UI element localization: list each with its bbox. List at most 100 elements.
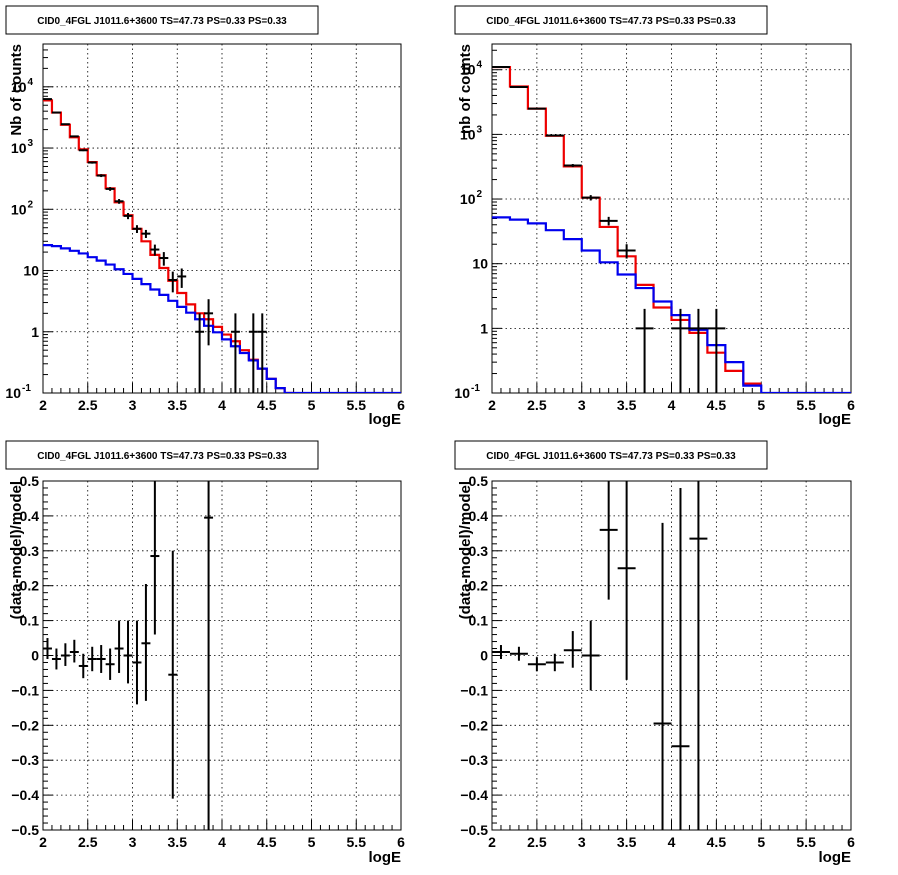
y-tick-label: −0.2 bbox=[11, 717, 39, 733]
x-tick-label: 3 bbox=[129, 397, 137, 413]
y-tick-label: 10 bbox=[472, 256, 488, 272]
chart-panel-3: CID0_4FGL J1011.6+3600 TS=47.73 PS=0.33 … bbox=[5, 440, 405, 866]
y-tick-exponent: 2 bbox=[28, 199, 34, 210]
plot-frame bbox=[491, 480, 852, 831]
plot-area bbox=[492, 481, 708, 830]
data-point bbox=[545, 653, 564, 672]
x-tick-label: 4 bbox=[218, 397, 226, 413]
data-point bbox=[78, 653, 88, 679]
x-tick-label: 2 bbox=[39, 834, 47, 850]
x-tick-label: 5.5 bbox=[347, 834, 367, 850]
plot-area bbox=[43, 481, 214, 830]
data-point bbox=[689, 308, 708, 393]
y-tick-label: 0 bbox=[480, 648, 488, 664]
data-point bbox=[150, 244, 160, 256]
chart-title: CID0_4FGL J1011.6+3600 TS=47.73 PS=0.33 … bbox=[37, 16, 287, 27]
chart-panel-4: CID0_4FGL J1011.6+3600 TS=47.73 PS=0.33 … bbox=[454, 440, 855, 866]
y-tick-label: 10 bbox=[11, 79, 27, 95]
x-axis-label: logE bbox=[819, 411, 852, 428]
y-tick-label: −0.1 bbox=[11, 682, 39, 698]
data-point bbox=[69, 135, 79, 138]
y-tick-label: 10 bbox=[460, 62, 476, 78]
x-tick-label: 3.5 bbox=[168, 397, 188, 413]
data-point bbox=[177, 268, 187, 288]
plot-frame bbox=[42, 43, 402, 394]
y-tick-exponent: 3 bbox=[28, 138, 34, 149]
y-tick-label: 10 bbox=[454, 385, 470, 401]
x-tick-label: 4 bbox=[668, 834, 676, 850]
data-point bbox=[51, 648, 61, 670]
data-point bbox=[635, 308, 654, 393]
data-point bbox=[96, 174, 106, 178]
model-source-histogram bbox=[492, 216, 851, 393]
title-box bbox=[5, 440, 319, 470]
chart-panel-2: CID0_4FGL J1011.6+3600 TS=47.73 PS=0.33 … bbox=[454, 5, 855, 428]
x-axis-label: logE bbox=[369, 411, 402, 428]
data-point bbox=[599, 481, 618, 600]
y-tick-label: 1 bbox=[480, 320, 488, 336]
data-point bbox=[204, 299, 214, 346]
x-tick-label: 3.5 bbox=[168, 834, 188, 850]
data-point bbox=[150, 481, 160, 635]
data-point bbox=[87, 646, 97, 672]
data-point bbox=[141, 229, 151, 238]
data-point bbox=[123, 620, 133, 684]
y-tick-label: 0.2 bbox=[20, 578, 40, 594]
data-point bbox=[204, 481, 214, 830]
data-point bbox=[132, 620, 142, 705]
data-point bbox=[168, 550, 178, 799]
y-tick-label: −0.3 bbox=[11, 752, 39, 768]
x-tick-label: 2.5 bbox=[527, 397, 547, 413]
y-axis-label: (data-model)/model bbox=[457, 481, 474, 619]
y-tick-exponent: 4 bbox=[477, 60, 483, 71]
y-tick-label: 10 bbox=[460, 126, 476, 142]
data-point bbox=[671, 308, 690, 393]
y-tick-label: 0 bbox=[31, 648, 39, 664]
x-tick-label: 3 bbox=[129, 834, 137, 850]
data-point bbox=[105, 648, 115, 680]
x-tick-label: 5 bbox=[757, 834, 765, 850]
y-tick-label: 0.4 bbox=[20, 508, 40, 524]
y-tick-label: 1 bbox=[31, 324, 39, 340]
data-point bbox=[195, 313, 205, 393]
x-tick-label: 5.5 bbox=[347, 397, 367, 413]
data-point bbox=[563, 164, 582, 168]
data-point bbox=[114, 199, 124, 204]
grid bbox=[43, 481, 401, 830]
data-point bbox=[43, 638, 52, 659]
data-point bbox=[87, 161, 97, 164]
y-axis-label: Nb of counts bbox=[8, 44, 25, 136]
data-point bbox=[123, 212, 133, 220]
plot-area bbox=[492, 65, 851, 393]
y-tick-exponent: -1 bbox=[22, 383, 31, 394]
x-tick-label: 4.5 bbox=[707, 834, 727, 850]
y-tick-label: −0.2 bbox=[460, 717, 488, 733]
y-tick-label: 0.3 bbox=[20, 543, 40, 559]
grid bbox=[492, 44, 851, 393]
y-tick-label: −0.5 bbox=[460, 822, 488, 838]
x-tick-label: 3 bbox=[578, 834, 586, 850]
x-tick-label: 6 bbox=[847, 834, 855, 850]
data-point bbox=[60, 643, 70, 666]
data-point bbox=[509, 646, 528, 661]
y-tick-label: −0.4 bbox=[460, 787, 488, 803]
chart-panel-1: CID0_4FGL J1011.6+3600 TS=47.73 PS=0.33 … bbox=[5, 5, 405, 428]
x-tick-label: 3.5 bbox=[617, 397, 637, 413]
y-tick-label: 10 bbox=[460, 191, 476, 207]
chart-title: CID0_4FGL J1011.6+3600 TS=47.73 PS=0.33 … bbox=[486, 451, 736, 462]
data-point bbox=[60, 123, 70, 126]
y-tick-label: 10 bbox=[11, 140, 27, 156]
data-point bbox=[105, 187, 115, 191]
y-tick-label: 10 bbox=[11, 201, 27, 217]
chart-title: CID0_4FGL J1011.6+3600 TS=47.73 PS=0.33 … bbox=[486, 16, 736, 27]
y-tick-label: 0.5 bbox=[469, 473, 489, 489]
data-point bbox=[96, 645, 106, 673]
title-box bbox=[454, 440, 768, 470]
data-point bbox=[492, 66, 510, 69]
x-tick-label: 2 bbox=[488, 834, 496, 850]
x-tick-label: 5 bbox=[757, 397, 765, 413]
x-axis-label: logE bbox=[369, 849, 402, 866]
y-tick-exponent: -1 bbox=[471, 383, 480, 394]
y-axis-label: (data-model)/model bbox=[8, 481, 25, 619]
data-point bbox=[51, 111, 61, 114]
